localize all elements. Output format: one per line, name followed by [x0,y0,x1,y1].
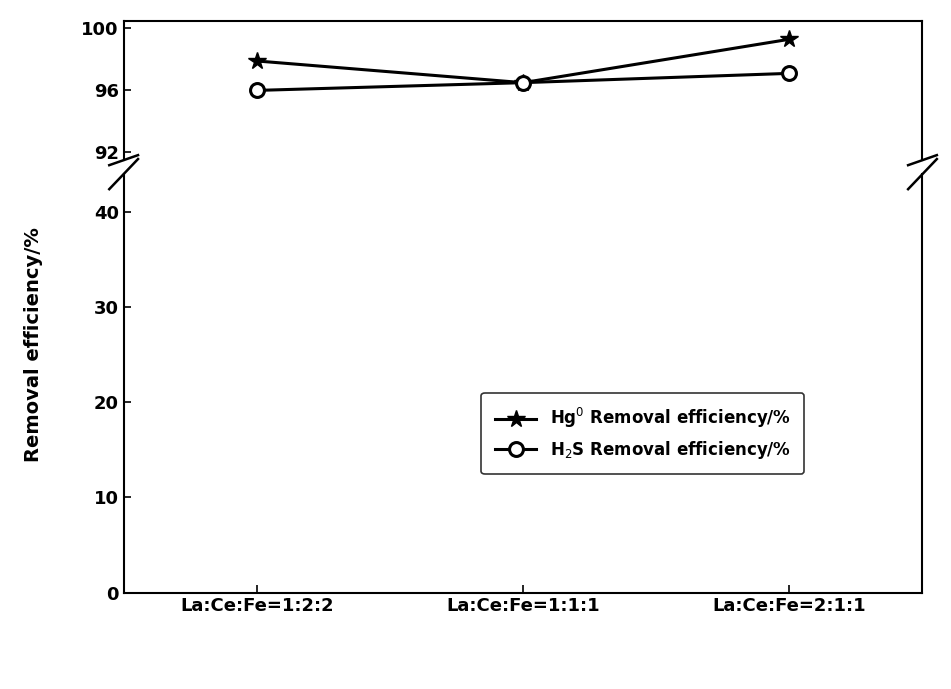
Text: Removal efficiency/%: Removal efficiency/% [24,227,43,462]
Legend: Hg$^0$ Removal efficiency/%, H$_2$S Removal efficiency/%: Hg$^0$ Removal efficiency/%, H$_2$S Remo… [481,393,805,474]
